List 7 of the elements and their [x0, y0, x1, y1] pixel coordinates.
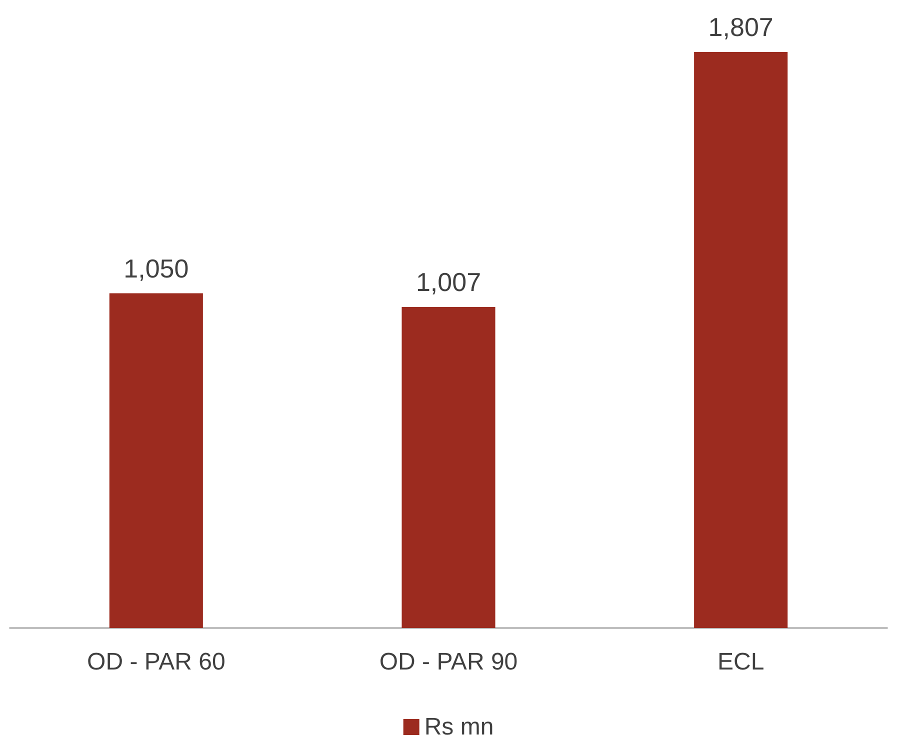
data-label: 1,050 — [124, 253, 189, 284]
legend-label: Rs mn — [424, 714, 494, 740]
data-label: 1,807 — [708, 12, 774, 42]
x-tick-label: OD - PAR 60 — [87, 648, 226, 676]
data-label: 1,007 — [416, 267, 482, 298]
x-tick-label: ECL — [717, 648, 764, 676]
x-tick-label: OD - PAR 90 — [379, 648, 518, 676]
